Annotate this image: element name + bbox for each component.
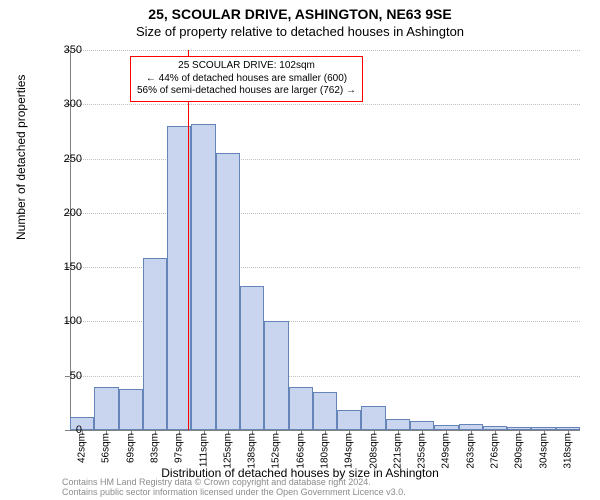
xtick-label: 83sqm bbox=[150, 433, 161, 463]
xtick-label: 263sqm bbox=[465, 433, 476, 469]
histogram-bar bbox=[143, 258, 167, 430]
plot-area: 42sqm56sqm69sqm83sqm97sqm111sqm125sqm138… bbox=[70, 50, 580, 430]
annotation-line3: 56% of semi-detached houses are larger (… bbox=[137, 85, 356, 98]
xtick-label: 138sqm bbox=[247, 433, 258, 469]
histogram-bar bbox=[386, 419, 410, 430]
histogram-bar bbox=[361, 406, 385, 430]
xtick-label: 276sqm bbox=[490, 433, 501, 469]
histogram-bar bbox=[289, 387, 313, 430]
xtick-label: 318sqm bbox=[562, 433, 573, 469]
xtick-label: 221sqm bbox=[392, 433, 403, 469]
annotation-line2: ← 44% of detached houses are smaller (60… bbox=[137, 73, 356, 86]
ytick-label: 300 bbox=[42, 98, 82, 110]
chart-subtitle: Size of property relative to detached ho… bbox=[0, 22, 600, 39]
grid-line bbox=[70, 159, 580, 160]
xtick-label: 194sqm bbox=[344, 433, 355, 469]
y-axis-label: Number of detached properties bbox=[14, 75, 28, 240]
footer-line2: Contains public sector information licen… bbox=[62, 488, 406, 498]
xtick-label: 42sqm bbox=[77, 433, 88, 463]
ytick-label: 50 bbox=[42, 370, 82, 382]
histogram-bar bbox=[410, 421, 434, 430]
property-size-chart: 25, SCOULAR DRIVE, ASHINGTON, NE63 9SE S… bbox=[0, 0, 600, 500]
xtick-label: 235sqm bbox=[417, 433, 428, 469]
property-marker-line bbox=[188, 50, 189, 430]
xtick-label: 152sqm bbox=[271, 433, 282, 469]
grid-line bbox=[70, 213, 580, 214]
xtick-label: 208sqm bbox=[368, 433, 379, 469]
histogram-bar bbox=[264, 321, 288, 430]
histogram-bar bbox=[313, 392, 337, 430]
ytick-label: 250 bbox=[42, 153, 82, 165]
ytick-label: 350 bbox=[42, 44, 82, 56]
chart-title: 25, SCOULAR DRIVE, ASHINGTON, NE63 9SE bbox=[0, 0, 600, 22]
histogram-bar bbox=[191, 124, 215, 430]
annotation-box: 25 SCOULAR DRIVE: 102sqm ← 44% of detach… bbox=[130, 56, 363, 102]
histogram-bar bbox=[94, 387, 118, 430]
histogram-bar bbox=[216, 153, 240, 430]
xtick-label: 249sqm bbox=[441, 433, 452, 469]
annotation-line1: 25 SCOULAR DRIVE: 102sqm bbox=[137, 60, 356, 73]
xtick-label: 304sqm bbox=[538, 433, 549, 469]
histogram-bar bbox=[119, 389, 143, 430]
footer-attribution: Contains HM Land Registry data © Crown c… bbox=[62, 478, 406, 498]
xtick-label: 290sqm bbox=[514, 433, 525, 469]
ytick-label: 200 bbox=[42, 207, 82, 219]
ytick-label: 150 bbox=[42, 261, 82, 273]
xtick-label: 166sqm bbox=[295, 433, 306, 469]
xtick-label: 97sqm bbox=[174, 433, 185, 463]
xtick-label: 125sqm bbox=[222, 433, 233, 469]
grid-line bbox=[70, 50, 580, 51]
xtick-label: 56sqm bbox=[101, 433, 112, 463]
histogram-bar bbox=[337, 410, 361, 430]
xtick-label: 69sqm bbox=[125, 433, 136, 463]
xtick-label: 111sqm bbox=[198, 433, 209, 467]
grid-line bbox=[70, 104, 580, 105]
xtick-label: 180sqm bbox=[320, 433, 331, 469]
histogram-bar bbox=[240, 286, 264, 430]
ytick-label: 100 bbox=[42, 315, 82, 327]
ytick-label: 0 bbox=[42, 424, 82, 436]
